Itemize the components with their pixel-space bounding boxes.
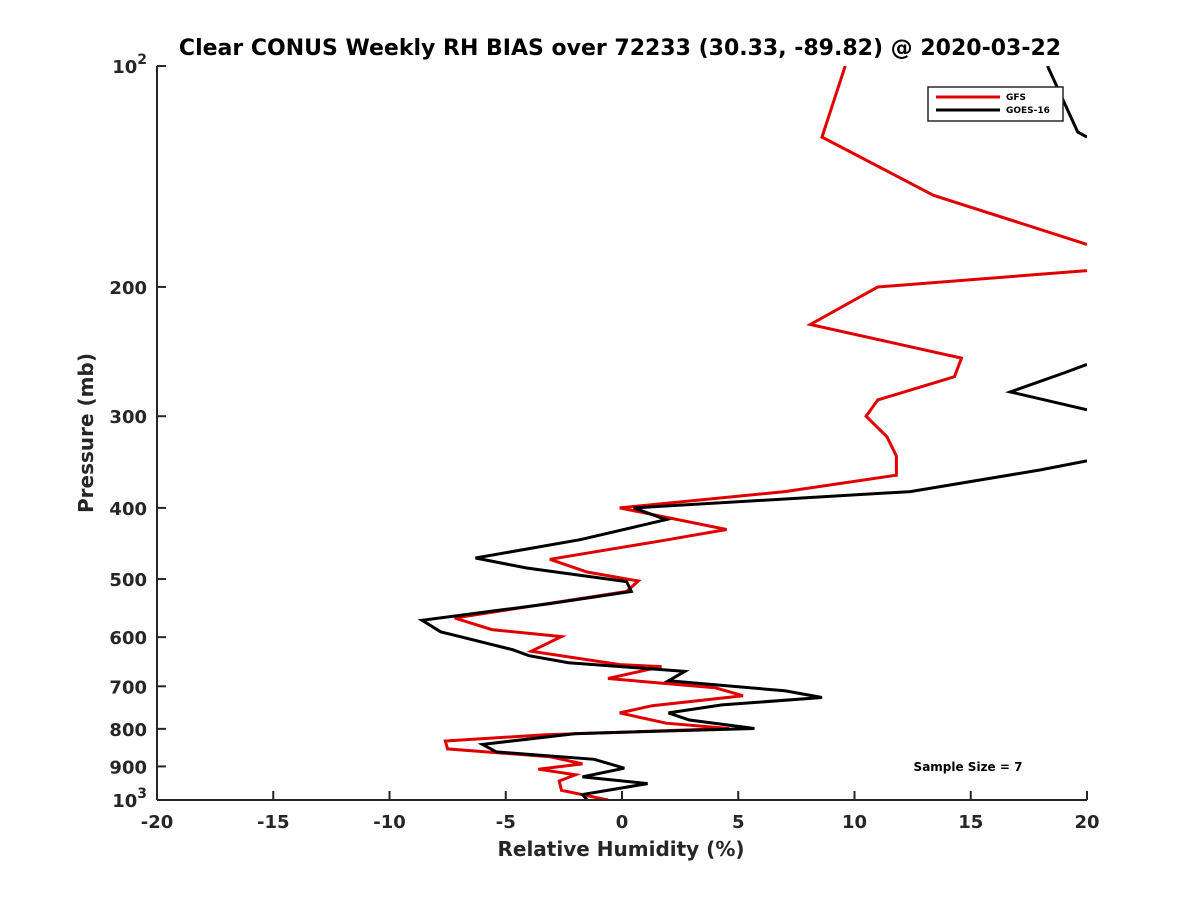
y-tick-label: 800 bbox=[109, 720, 147, 741]
y-axis-label: Pressure (mb) bbox=[74, 353, 98, 513]
y-tick-label: 700 bbox=[109, 677, 147, 698]
chart-title: Clear CONUS Weekly RH BIAS over 72233 (3… bbox=[179, 36, 1061, 61]
x-tick-label: 10 bbox=[842, 812, 867, 833]
y-tick-labels: 102 200 300 400 500 600 700 800 900 103 bbox=[109, 52, 147, 812]
x-tick-label: -20 bbox=[141, 812, 174, 833]
x-axis-label: Relative Humidity (%) bbox=[497, 837, 744, 861]
y-tick-label: 900 bbox=[109, 757, 147, 778]
x-tick-label: -5 bbox=[496, 812, 516, 833]
x-tick-label: -15 bbox=[257, 812, 290, 833]
y-tick-label: 400 bbox=[109, 499, 147, 520]
x-tick-label: 20 bbox=[1074, 812, 1099, 833]
sample-size-annotation: Sample Size = 7 bbox=[914, 760, 1023, 774]
y-tick-label: 600 bbox=[109, 628, 147, 649]
x-tick-label: 0 bbox=[616, 812, 629, 833]
y-tick-label: 102 bbox=[112, 52, 147, 78]
legend: GFS GOES-16 bbox=[927, 86, 1064, 122]
series-line-gfs bbox=[443, 66, 1087, 800]
x-tick-label: -10 bbox=[373, 812, 406, 833]
plot-lines bbox=[417, 66, 1087, 800]
y-tick-label: 500 bbox=[109, 570, 147, 591]
legend-label: GOES-16 bbox=[1006, 106, 1050, 116]
legend-box bbox=[927, 86, 1064, 122]
y-tick-label: 300 bbox=[109, 407, 147, 428]
x-tick-label: 15 bbox=[958, 812, 983, 833]
axes bbox=[156, 65, 1088, 801]
x-tick-label: 5 bbox=[732, 812, 745, 833]
legend-label: GFS bbox=[1006, 93, 1026, 103]
y-tick-label: 200 bbox=[109, 278, 147, 299]
y-tick-label: 103 bbox=[112, 786, 147, 812]
series-line-goes-16 bbox=[417, 66, 1087, 800]
x-tick-labels: -20 -15 -10 -5 0 5 10 15 20 bbox=[141, 812, 1100, 833]
